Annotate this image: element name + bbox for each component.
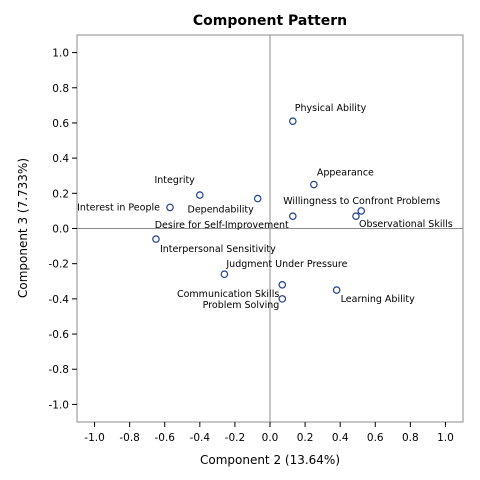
data-point [253,194,262,203]
point-label: Integrity [154,175,195,186]
point-label: Willingness to Confront Problems [283,196,440,207]
data-point [332,286,341,294]
point-label: Dependability [188,205,255,216]
x-tick-label: 0.0 [262,432,279,444]
y-axis-ticks: -1.0 -0.8 -0.6 -0.4 -0.2 0.0 0.2 0.4 0.6 0.8 1.0 [49,48,77,411]
data-point [289,117,297,125]
data-point [310,180,318,189]
data-point [357,207,366,215]
point-label: Observational Skills [359,219,453,230]
y-tick-label: -0.6 [49,329,70,341]
y-tick-label: 0.8 [52,83,69,95]
x-tick-label: -0.8 [119,432,140,444]
data-point [196,191,204,199]
data-points [152,117,366,303]
x-tick-label: 0.4 [332,432,349,444]
y-tick-label: 0.4 [52,153,69,165]
x-axis-label: Component 2 (13.64%) [200,453,340,467]
x-tick-label: 1.0 [437,432,454,444]
data-point [152,235,160,243]
y-tick-label: -1.0 [49,399,70,411]
data-point [289,212,297,220]
y-axis-label: Component 3 (7.733%) [16,158,30,298]
x-tick-label: -0.4 [190,432,211,444]
data-point [220,270,229,279]
chart-title: Component Pattern [193,13,347,29]
point-label: Learning Ability [341,294,415,305]
point-label: Judgment Under Pressure [225,259,347,270]
point-labels: Physical Ability Appearance Integrity Depen… [77,103,453,311]
data-point [166,203,174,212]
x-tick-label: 0.2 [297,432,314,444]
y-tick-label: 0.0 [52,224,69,236]
y-tick-label: -0.2 [49,259,70,271]
point-label: Communication Skills [177,289,279,300]
point-label: Desire for Self-Improvement [155,220,289,231]
reference-lines [77,35,463,422]
point-label: Interest in People [77,202,160,213]
x-tick-label: -0.6 [154,432,175,444]
y-tick-label: -0.4 [49,294,70,306]
y-tick-label: 0.2 [52,188,69,200]
point-label: Physical Ability [295,103,367,114]
y-tick-label: -0.8 [49,364,70,376]
point-label: Problem Solving [203,300,280,311]
x-tick-label: -1.0 [84,432,105,444]
x-tick-label: -0.2 [225,432,246,444]
x-axis-ticks: -1.0 -0.8 -0.6 -0.4 -0.2 0.0 0.2 0.4 0.6 0.8 1.0 [84,422,454,444]
data-point [278,280,287,289]
data-point [278,295,287,303]
x-tick-label: 0.8 [402,432,419,444]
point-label: Appearance [317,168,374,179]
point-label: Interpersonal Sensitivity [160,244,276,255]
data-point [352,212,360,220]
y-tick-label: 0.6 [52,118,69,130]
y-tick-label: 1.0 [52,48,69,60]
x-tick-label: 0.6 [367,432,384,444]
